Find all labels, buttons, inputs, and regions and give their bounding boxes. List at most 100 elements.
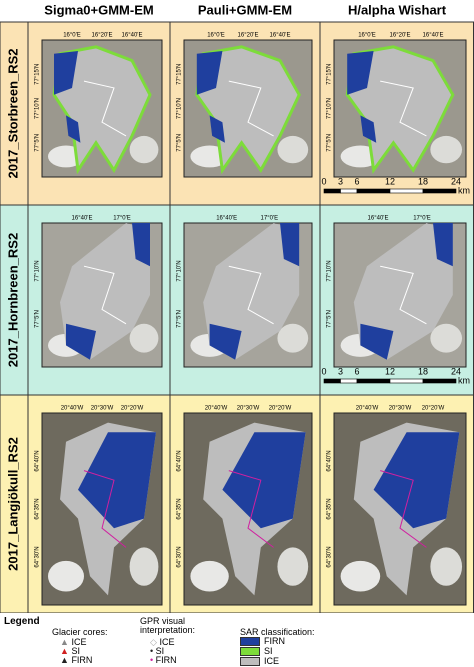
legend-label: SI	[71, 646, 80, 656]
legend-item: • FIRN	[150, 655, 177, 665]
snow	[190, 560, 229, 592]
scale-label: 18	[418, 366, 428, 376]
latitude-label: 64°30'N	[327, 546, 333, 567]
glacier-ice	[203, 223, 300, 360]
legend-group-title: Glacier cores:	[52, 627, 108, 637]
latitude-label: 77°5'N	[177, 310, 183, 328]
gpr-track	[83, 80, 127, 137]
glacier-firn	[373, 432, 460, 529]
legend-label: FIRN	[264, 636, 285, 646]
longitude-label: 16°0'E	[358, 33, 376, 39]
latitude-label: 77°15'N	[35, 64, 41, 85]
legend-item: ▲ FIRN	[60, 655, 93, 665]
glacier-firn	[78, 432, 156, 529]
longitude-label: 16°20'E	[238, 33, 259, 39]
longitude-label: 16°40'E	[216, 216, 237, 222]
longitude-label: 16°0'E	[63, 33, 81, 39]
snow	[430, 547, 463, 586]
latitude-label: 77°5'N	[35, 310, 41, 328]
snow	[277, 323, 309, 353]
longitude-label: 17°0'E	[261, 216, 279, 222]
gpr-track	[380, 265, 427, 325]
legend-label: ICE	[159, 637, 175, 647]
scale-segment	[356, 378, 391, 384]
legend-label: ICE	[264, 656, 280, 666]
header-bg	[0, 0, 474, 22]
gpr-track	[83, 470, 127, 548]
longitude-label: 16°40'E	[122, 33, 143, 39]
scale-label: 18	[418, 176, 428, 186]
scale-unit: km	[458, 185, 470, 195]
glacier-firn	[222, 432, 306, 529]
scale-label: 3	[338, 366, 343, 376]
glacier-firn	[132, 223, 150, 267]
glacier-firn	[66, 115, 81, 143]
longitude-label: 20°30'W	[91, 406, 114, 412]
snow	[129, 323, 159, 353]
longitude-label: 16°40'E	[270, 33, 291, 39]
legend-item: SI	[240, 646, 273, 657]
gpr-track	[380, 80, 427, 137]
scale-label: 3	[338, 176, 343, 186]
latitude-label: 77°10'N	[35, 98, 41, 119]
latitude-label: 77°15'N	[327, 64, 333, 85]
legend-label: SI	[264, 646, 273, 656]
glacier-firn	[209, 115, 225, 143]
scale-label: 0	[321, 366, 326, 376]
scale-segment	[389, 378, 424, 384]
glacier-firn	[54, 50, 78, 95]
longitude-label: 17°0'E	[413, 216, 431, 222]
legend-item: • SI	[150, 646, 165, 656]
figure: Sigma0+GMM-EM Pauli+GMM-EM H/alpha Wisha…	[0, 0, 474, 614]
scale-segment	[340, 188, 358, 194]
scale-segment	[340, 378, 358, 384]
legend-group-title: SAR classification:	[240, 627, 315, 637]
longitude-label: 20°20'W	[422, 406, 445, 412]
column-header: Pauli+GMM-EM	[198, 2, 292, 17]
longitude-label: 16°40'E	[72, 216, 93, 222]
scale-label: 12	[385, 366, 395, 376]
longitude-label: 16°0'E	[207, 33, 225, 39]
scale-segment	[323, 378, 341, 384]
scale-segment	[389, 188, 424, 194]
latitude-label: 77°10'N	[177, 98, 183, 119]
gpr-track	[83, 265, 127, 325]
scale-unit: km	[458, 375, 470, 385]
legend: Legend Glacier cores: ▲ ICE ▲ SI ▲ FIRN …	[0, 613, 474, 667]
glacier-firn	[360, 323, 394, 360]
longitude-label: 20°20'W	[269, 406, 292, 412]
latitude-label: 77°10'N	[177, 260, 183, 281]
gpr-track	[380, 470, 427, 548]
longitude-label: 16°20'E	[390, 33, 411, 39]
legend-label: FIRN	[71, 655, 93, 665]
legend-item: FIRN	[240, 636, 285, 647]
scale-segment	[422, 188, 457, 194]
row-label: 2017_Storbreen_RS2	[5, 48, 20, 178]
longitude-label: 17°0'E	[113, 216, 131, 222]
snow	[430, 323, 463, 353]
latitude-label: 64°30'N	[177, 546, 183, 567]
legend-label: ICE	[71, 637, 87, 647]
column-header: Sigma0+GMM-EM	[44, 2, 153, 17]
longitude-label: 16°40'E	[368, 216, 389, 222]
legend-item: ▲ ICE	[60, 637, 87, 647]
gpr-track	[228, 80, 274, 137]
longitude-label: 20°20'W	[121, 406, 144, 412]
longitude-label: 20°30'W	[237, 406, 260, 412]
scale-segment	[356, 188, 391, 194]
latitude-label: 64°40'N	[35, 450, 41, 471]
latitude-label: 77°5'N	[327, 310, 333, 328]
scale-label: 24	[451, 176, 461, 186]
legend-group-title: GPR visual interpretation:	[140, 616, 196, 635]
legend-title: Legend	[4, 616, 40, 627]
longitude-label: 16°20'E	[92, 33, 113, 39]
longitude-label: 20°40'W	[61, 406, 84, 412]
latitude-label: 77°15'N	[177, 64, 183, 85]
latitude-label: 64°40'N	[327, 450, 333, 471]
legend-label: FIRN	[155, 655, 177, 665]
latitude-label: 64°40'N	[177, 450, 183, 471]
latitude-label: 77°5'N	[35, 134, 41, 152]
latitude-label: 64°35'N	[35, 498, 41, 519]
longitude-label: 16°40'E	[423, 33, 444, 39]
